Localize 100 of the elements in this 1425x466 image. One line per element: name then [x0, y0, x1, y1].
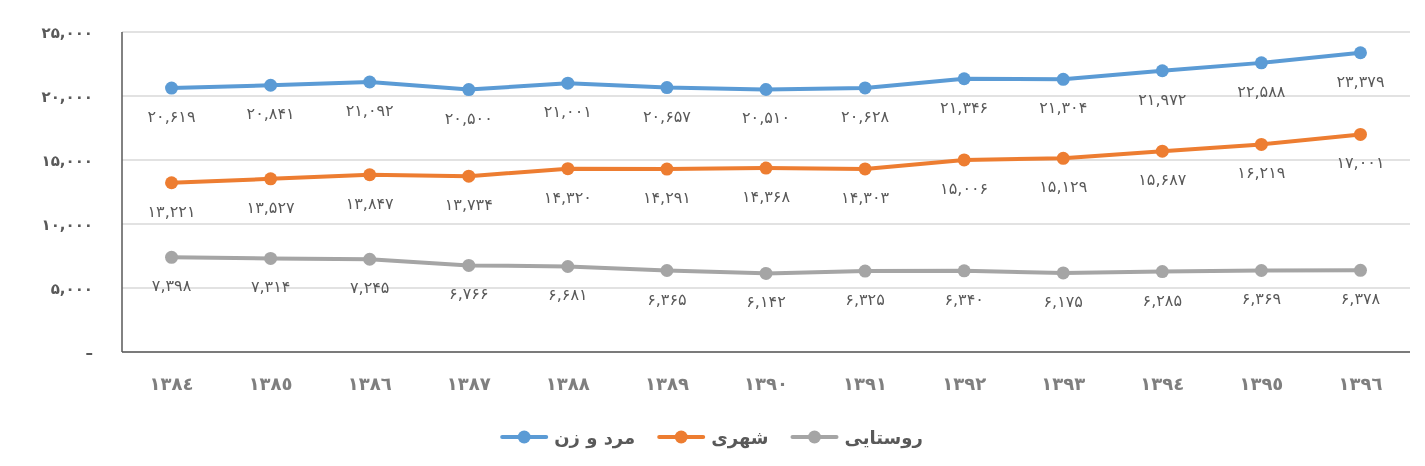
point	[1254, 56, 1268, 70]
y-tick-label: ۲۰,۰۰۰	[41, 88, 93, 106]
data-label: ۱۳,۸۴۷	[345, 193, 395, 213]
x-tick-label: ١٣٩٤	[1140, 373, 1185, 394]
x-tick-label: ١٣٩٥	[1239, 373, 1284, 394]
data-label: ۶,۶۸۱	[548, 285, 588, 305]
point	[363, 75, 377, 89]
data-label: ۶,۳۶۹	[1241, 289, 1282, 309]
data-label: ۶,۲۸۵	[1142, 290, 1183, 310]
y-tick-label: ۱۰,۰۰۰	[41, 216, 93, 234]
point	[759, 161, 773, 175]
data-label: ۱۴,۲۹۱	[642, 188, 691, 208]
data-label: ۷,۳۱۴	[250, 277, 291, 297]
point	[660, 264, 674, 278]
point	[759, 82, 773, 96]
x-tick-label: ١٣٨٨	[545, 373, 590, 394]
x-tick-label: ١٣٨٦	[347, 373, 392, 394]
point	[1254, 263, 1268, 277]
data-label: ۱۵,۶۸۷	[1138, 170, 1187, 190]
point	[1254, 137, 1268, 151]
data-label: ۶,۳۶۵	[647, 289, 687, 309]
y-tick-label: ۱۵,۰۰۰	[41, 152, 93, 170]
point	[858, 162, 872, 176]
point	[165, 176, 179, 190]
data-label: ۷,۳۹۸	[151, 276, 192, 296]
data-label: ۱۵,۱۲۹	[1039, 177, 1088, 197]
point	[858, 81, 872, 95]
data-label: ۱۳,۷۳۴	[444, 195, 493, 215]
data-label: ۲۳,۳۷۹	[1336, 71, 1385, 91]
y-tick-label: ۵,۰۰۰	[50, 280, 93, 298]
x-tick-label: ١٣٨٤	[149, 373, 194, 394]
data-label: ۲۱,۳۰۴	[1039, 98, 1088, 118]
data-label: ۱۵,۰۰۶	[940, 178, 989, 198]
legend-label: مرد و زن	[554, 427, 636, 449]
data-label: ۶,۱۴۲	[746, 292, 786, 312]
data-label: ۶,۳۲۵	[845, 290, 885, 310]
point	[660, 81, 674, 95]
y-tick-label: –	[85, 344, 93, 362]
point	[462, 169, 476, 183]
data-label: ۱۷,۰۰۱	[1336, 153, 1385, 173]
legend-label: شهری	[711, 427, 769, 449]
data-label: ۲۰,۶۱۹	[147, 107, 196, 127]
data-label: ۶,۷۶۶	[449, 284, 489, 304]
point	[1353, 46, 1367, 60]
point	[264, 251, 278, 265]
x-tick-label: ١٣٩٦	[1338, 373, 1383, 394]
data-label: ۲۱,۳۴۶	[940, 97, 989, 117]
x-tick-label: ١٣٩٣	[1041, 373, 1086, 394]
legend-label: روستایی	[844, 427, 923, 449]
data-label: ۶,۳۷۸	[1340, 289, 1381, 309]
x-tick-label: ١٣٩٢	[942, 373, 987, 394]
data-label: ۲۰,۶۵۷	[642, 106, 692, 126]
data-label: ۱۴,۳۶۸	[741, 187, 791, 207]
point	[561, 76, 575, 90]
point	[759, 266, 773, 280]
point	[1353, 263, 1367, 277]
data-label: ۱۳,۵۲۷	[246, 197, 296, 217]
point	[957, 72, 971, 86]
x-tick-label: ١٣٨٩	[644, 373, 689, 394]
point	[165, 81, 179, 95]
data-label: ۱۴,۳۲۰	[543, 187, 592, 207]
point	[957, 264, 971, 278]
data-label: ۶,۱۷۵	[1043, 291, 1083, 311]
point	[957, 153, 971, 167]
point	[1056, 151, 1070, 165]
point	[462, 258, 476, 272]
point	[1155, 64, 1169, 78]
point	[462, 83, 476, 97]
data-label: ۲۱,۰۹۲	[345, 101, 394, 121]
data-label: ۲۰,۵۱۰	[741, 108, 791, 128]
data-label: ۲۲,۵۸۸	[1237, 81, 1286, 101]
data-label: ۲۰,۶۲۸	[841, 106, 890, 126]
point	[264, 172, 278, 186]
data-label: ۲۱,۰۰۱	[543, 102, 592, 122]
point	[1056, 266, 1070, 280]
data-label: ۱۳,۲۲۱	[147, 201, 196, 221]
data-label: ۲۰,۵۰۰	[444, 108, 493, 128]
point	[1155, 265, 1169, 279]
point	[1353, 127, 1367, 141]
point	[660, 162, 674, 176]
point	[858, 264, 872, 278]
point	[1056, 72, 1070, 86]
data-label: ۱۴,۳۰۳	[841, 187, 890, 207]
x-tick-label: ١٣٨٧	[446, 373, 491, 394]
y-tick-label: ۲۵,۰۰۰	[41, 24, 93, 42]
data-label: ۱۶,۲۱۹	[1237, 163, 1286, 183]
x-tick-label: ١٣٩٠	[744, 373, 788, 394]
point	[165, 250, 179, 264]
point	[1155, 144, 1169, 158]
data-label: ۲۱,۹۷۲	[1138, 89, 1187, 109]
data-label: ۷,۲۴۵	[349, 278, 390, 298]
data-label: ۶,۳۴۰	[944, 289, 984, 309]
x-tick-label: ١٣٨٥	[248, 373, 293, 394]
point	[363, 252, 377, 266]
point	[264, 78, 278, 92]
data-label: ۲۰,۸۴۱	[246, 104, 295, 124]
point	[561, 162, 575, 176]
point	[363, 168, 377, 182]
x-tick-label: ١٣٩١	[843, 373, 888, 394]
point	[561, 259, 575, 273]
